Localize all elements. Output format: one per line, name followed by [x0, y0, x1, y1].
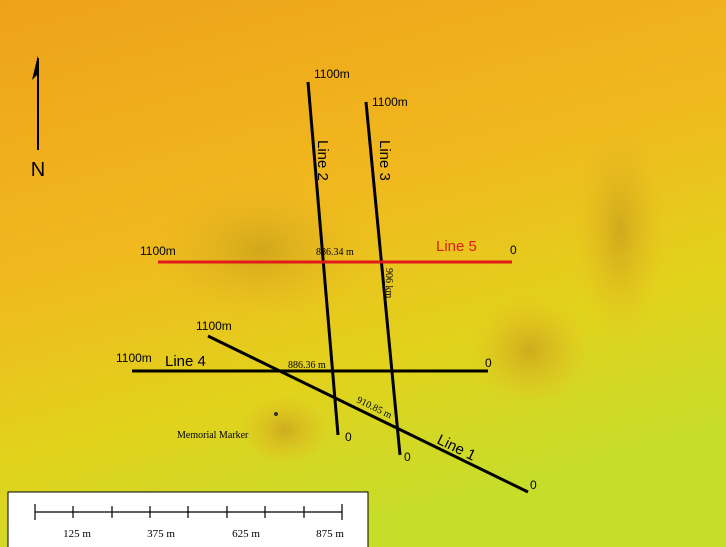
scale-label: 625 m — [232, 528, 260, 540]
line-start-label: 1100m — [140, 244, 176, 258]
line-start-label: 1100m — [196, 319, 232, 333]
terrain-feature — [470, 295, 590, 405]
distance-label: 886.36 m — [288, 360, 326, 371]
terrain-feature — [240, 395, 330, 465]
scale-label: 125 m — [63, 528, 91, 540]
line-end-label: 0 — [510, 243, 517, 257]
line-name: Line 2 — [314, 140, 331, 181]
page: N 1100m Line 1 0 1100m Line 2 0 1100m Li… — [0, 0, 726, 547]
map: N 1100m Line 1 0 1100m Line 2 0 1100m Li… — [0, 0, 726, 547]
terrain-feature — [575, 120, 665, 340]
distance-label: 906 km — [383, 268, 394, 299]
line-start-label: 1100m — [372, 95, 408, 109]
line-name: Line 4 — [165, 353, 206, 370]
line-start-label: 1100m — [314, 67, 350, 81]
line-end-label: 0 — [530, 478, 537, 492]
line-start-label: 1100m — [116, 351, 152, 365]
line-end-label: 0 — [404, 450, 411, 464]
line-end-label: 0 — [485, 356, 492, 370]
marker-label: Memorial Marker — [177, 430, 249, 441]
line-name: Line 3 — [376, 140, 393, 181]
scale-label: 375 m — [147, 528, 175, 540]
marker — [274, 412, 278, 416]
scale-label: 875 m — [316, 528, 344, 540]
scale-bar-box — [8, 492, 368, 547]
north-label: N — [31, 159, 45, 181]
line-name: Line 5 — [436, 238, 477, 255]
distance-label: 886.34 m — [316, 247, 354, 258]
line-end-label: 0 — [345, 430, 352, 444]
